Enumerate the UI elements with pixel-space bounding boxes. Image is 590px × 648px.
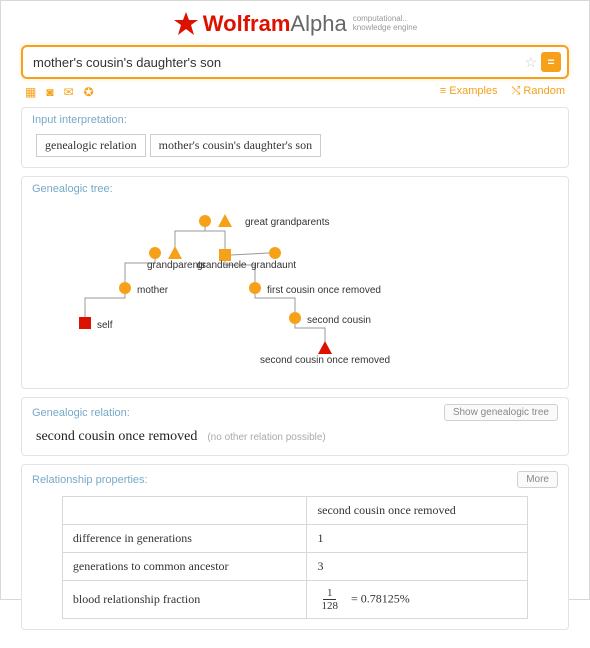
relation-result: second cousin once removed <box>36 429 197 445</box>
brand-header: WolframAlpha computational.. knowledge e… <box>1 1 589 45</box>
pod-relationship-properties: Relationship properties: More second cou… <box>21 464 569 630</box>
pod-title: Relationship properties: <box>32 474 148 486</box>
svg-text:self: self <box>97 320 113 331</box>
table-row: generations to common ancestor 3 <box>62 553 527 581</box>
svg-text:great grandparents: great grandparents <box>245 217 330 228</box>
properties-table: second cousin once removed difference in… <box>62 496 528 619</box>
examples-link[interactable]: ≡ Examples <box>440 85 498 99</box>
svg-text:mother: mother <box>137 285 169 296</box>
table-row: difference in generations 1 <box>62 525 527 553</box>
more-button[interactable]: More <box>517 471 558 488</box>
prop-label: difference in generations <box>62 525 307 553</box>
svg-text:second cousin once removed: second cousin once removed <box>260 355 390 366</box>
prop-label: generations to common ancestor <box>62 553 307 581</box>
svg-text:grandaunt: grandaunt <box>251 260 296 271</box>
pod-genealogic-tree: Genealogic tree: great grandparentsgrand… <box>21 176 569 389</box>
extended-source-icon[interactable]: ✪ <box>84 85 94 99</box>
pod-genealogic-relation: Genealogic relation: Show genealogic tre… <box>21 397 569 456</box>
brand-wolfram: Wolfram <box>203 11 291 36</box>
pod-input-interpretation: Input interpretation: genealogic relatio… <box>21 107 569 168</box>
search-bar: ☆ = <box>21 45 569 79</box>
genealogic-tree-diagram: great grandparentsgrandparentsgranduncle… <box>36 203 554 373</box>
show-tree-button[interactable]: Show genealogic tree <box>444 404 558 421</box>
pod-title: Genealogic relation: <box>32 407 130 419</box>
web-source-icon[interactable]: ▦ <box>25 85 36 99</box>
favorite-star-icon[interactable]: ☆ <box>524 54 537 71</box>
compute-button[interactable]: = <box>541 52 561 72</box>
prop-value: 1 <box>307 525 528 553</box>
svg-text:granduncle: granduncle <box>197 260 247 271</box>
relation-note: (no other relation possible) <box>207 432 325 443</box>
interp-box: genealogic relation <box>36 134 146 157</box>
source-icons: ▦ ◙ ✉ ✪ <box>25 85 94 99</box>
brand-alpha: Alpha <box>290 11 346 36</box>
toolbar: ▦ ◙ ✉ ✪ ≡ Examples ⤭ Random <box>1 79 589 107</box>
image-source-icon[interactable]: ◙ <box>46 85 53 99</box>
pod-title: Genealogic tree: <box>22 177 568 199</box>
search-input[interactable] <box>33 55 524 70</box>
prop-value: 3 <box>307 553 528 581</box>
svg-text:second cousin: second cousin <box>307 315 371 326</box>
table-col-header: second cousin once removed <box>307 497 528 525</box>
logo-spikey-icon <box>173 11 199 37</box>
data-source-icon[interactable]: ✉ <box>64 85 74 99</box>
random-link[interactable]: ⤭ Random <box>512 85 565 99</box>
pod-title: Input interpretation: <box>22 108 568 130</box>
interp-box: mother's cousin's daughter's son <box>150 134 321 157</box>
svg-text:first cousin once removed: first cousin once removed <box>267 285 381 296</box>
table-row: second cousin once removed <box>62 497 527 525</box>
tagline: computational.. knowledge engine <box>353 15 418 33</box>
